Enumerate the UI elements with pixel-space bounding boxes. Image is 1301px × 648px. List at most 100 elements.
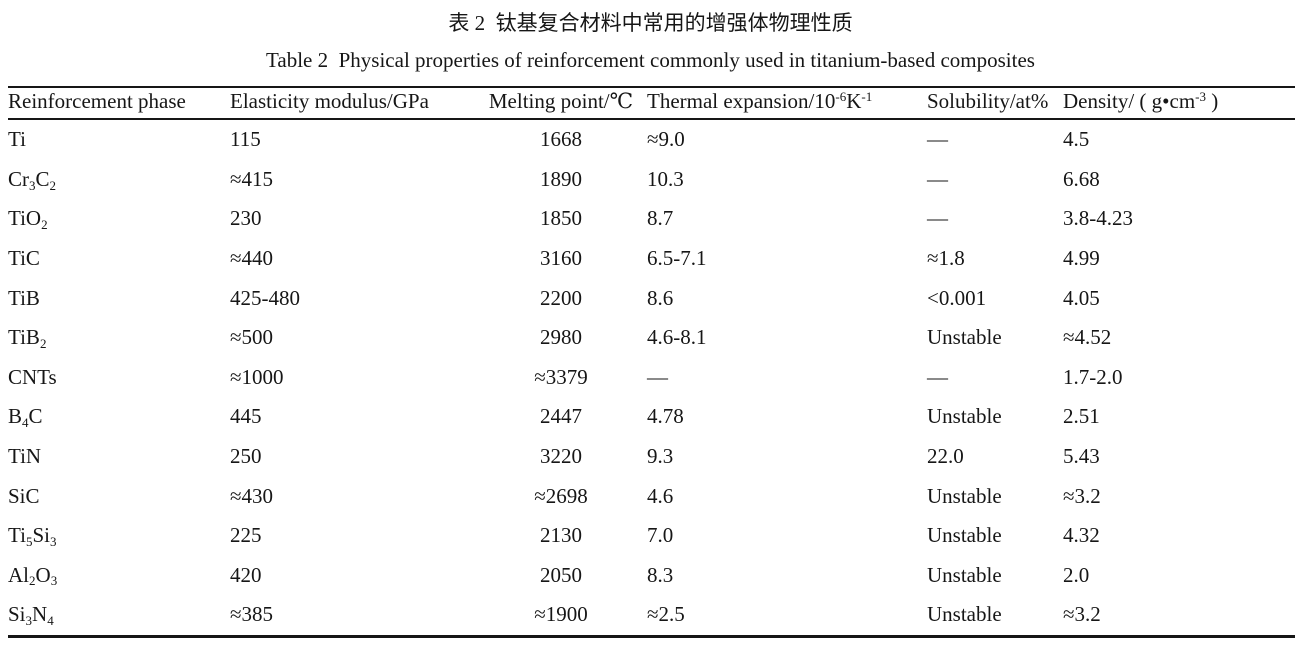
table-cell: ≈9.0: [647, 127, 685, 152]
reinforcement-phase-cell: TiB: [8, 285, 40, 310]
table-cell: —: [927, 364, 948, 389]
table-cell: ≈1000: [230, 364, 284, 389]
table-cell: ≈1900: [534, 602, 588, 627]
table-cell: Unstable: [927, 325, 1002, 350]
table-cell: 4.6: [647, 483, 674, 508]
table-row: SiC ≈430 ≈2698 4.6 Unstable ≈3.2: [8, 476, 1295, 516]
table-cell: 425-480: [230, 285, 300, 310]
table-row: Al2O3 420 2050 8.3 Unstable 2.0: [8, 556, 1295, 596]
table-cell: ≈415: [230, 166, 274, 191]
table-cell: 6.5-7.1: [647, 246, 707, 271]
table-header-row: Reinforcement phase Elasticity modulus/GP…: [8, 87, 1295, 120]
table-cell: ≈2698: [534, 483, 588, 508]
properties-table: Reinforcement phase Elasticity modulus/GP…: [8, 86, 1295, 638]
table-row: Ti5Si3 225 2130 7.0 Unstable 4.32: [8, 516, 1295, 556]
column-header: Reinforcement phase: [8, 87, 230, 120]
reinforcement-phase-cell: TiC: [8, 246, 40, 271]
reinforcement-phase-cell: Cr3C2: [8, 166, 57, 193]
table-cell: ≈1.8: [927, 246, 965, 271]
table-caption-english: Table 2 Physical properties of reinforce…: [266, 48, 1035, 72]
table-cell: ≈430: [230, 483, 274, 508]
column-header: Melting point/℃: [475, 87, 647, 120]
reinforcement-phase-cell: SiC: [8, 483, 40, 508]
table-row: TiB 425-480 2200 8.6 <0.001 4.05: [8, 278, 1295, 318]
table-cell: —: [927, 127, 948, 152]
table-cell: 5.43: [1063, 444, 1100, 469]
table-cell: Unstable: [927, 602, 1002, 627]
reinforcement-phase-cell: TiN: [8, 444, 42, 469]
table-cell: Unstable: [927, 404, 1002, 429]
reinforcement-phase-cell: TiO2: [8, 206, 48, 233]
table-row: CNTs ≈1000 ≈3379 — — 1.7-2.0: [8, 358, 1295, 398]
table-cell: —: [927, 206, 948, 231]
table-cell: 2.0: [1063, 562, 1090, 587]
table-row: TiB2 ≈500 2980 4.6-8.1 Unstable ≈4.52: [8, 318, 1295, 358]
table-row: Cr3C2 ≈415 1890 10.3 — 6.68: [8, 160, 1295, 200]
table-cell: 4.99: [1063, 246, 1100, 271]
table-cell: 3.8-4.23: [1063, 206, 1133, 231]
table-cell: ≈2.5: [647, 602, 685, 627]
table-body: Ti 115 1668 ≈9.0 — 4.5 Cr3C2 ≈415 1890 10.3 — 6.68 T…: [8, 119, 1295, 636]
table-cell: 8.3: [647, 562, 674, 587]
table-cell: —: [647, 364, 668, 389]
table-cell: 6.68: [1063, 166, 1100, 191]
table-row: Ti 115 1668 ≈9.0 — 4.5: [8, 119, 1295, 160]
table-cell: 1890: [540, 166, 582, 191]
table-cell: 2980: [540, 325, 582, 350]
table-row: TiN 250 3220 9.3 22.0 5.43: [8, 437, 1295, 477]
table-cell: 1668: [540, 127, 582, 152]
table-row: TiO2 230 1850 8.7 — 3.8-4.23: [8, 199, 1295, 239]
table-caption-chinese: 表 2 钛基复合材料中常用的增强体物理性质: [448, 11, 853, 35]
table-row: Si3N4 ≈385 ≈1900 ≈2.5 Unstable ≈3.2: [8, 595, 1295, 636]
table-cell: 2447: [540, 404, 582, 429]
table-cell: 2130: [540, 523, 582, 548]
table-cell: 4.78: [647, 404, 684, 429]
column-header: Density/ ( g•cm-3 ): [1063, 87, 1295, 120]
table-cell: ≈440: [230, 246, 274, 271]
table-cell: 115: [230, 127, 261, 152]
table-cell: 420: [230, 562, 262, 587]
table-cell: 2.51: [1063, 404, 1100, 429]
table-cell: 9.3: [647, 444, 674, 469]
table-cell: Unstable: [927, 562, 1002, 587]
table-cell: <0.001: [927, 285, 987, 310]
table-row: TiC ≈440 3160 6.5-7.1 ≈1.8 4.99: [8, 239, 1295, 279]
table-cell: ≈3.2: [1063, 483, 1101, 508]
table-cell: 8.6: [647, 285, 674, 310]
reinforcement-phase-cell: Ti: [8, 127, 26, 152]
table-cell: ≈4.52: [1063, 325, 1112, 350]
column-header: Elasticity modulus/GPa: [230, 87, 475, 120]
table-cell: 4.5: [1063, 127, 1090, 152]
table-cell: 2200: [540, 285, 582, 310]
table-header: Reinforcement phase Elasticity modulus/GP…: [8, 87, 1295, 120]
table-cell: 1.7-2.0: [1063, 364, 1123, 389]
table-cell: ≈3379: [534, 364, 588, 389]
table-cell: ≈385: [230, 602, 274, 627]
table-cell: 8.7: [647, 206, 674, 231]
table-cell: Unstable: [927, 523, 1002, 548]
table-cell: ≈3.2: [1063, 602, 1101, 627]
table-cell: 4.05: [1063, 285, 1100, 310]
reinforcement-phase-cell: B4C: [8, 404, 43, 431]
table-row: B4C 445 2447 4.78 Unstable 2.51: [8, 397, 1295, 437]
reinforcement-phase-cell: Ti5Si3: [8, 523, 57, 549]
reinforcement-phase-cell: Si3N4: [8, 602, 54, 629]
table-cell: 4.6-8.1: [647, 325, 707, 350]
table-cell: 3220: [540, 444, 582, 469]
column-header: Thermal expansion/10-6K-1: [647, 87, 927, 120]
table-cell: —: [927, 166, 948, 191]
table-cell: 445: [230, 404, 262, 429]
table-cell: 10.3: [647, 166, 684, 191]
table-cell: 1850: [540, 206, 582, 231]
table-cell: 4.32: [1063, 523, 1100, 548]
table-cell: Unstable: [927, 483, 1002, 508]
table-cell: 22.0: [927, 444, 964, 469]
table-cell: 3160: [540, 246, 582, 271]
reinforcement-phase-cell: CNTs: [8, 364, 57, 389]
table-cell: 250: [230, 444, 262, 469]
reinforcement-phase-cell: Al2O3: [8, 562, 58, 589]
table-cell: 225: [230, 523, 262, 548]
column-header: Solubility/at%: [927, 87, 1063, 120]
table-cell: 230: [230, 206, 262, 231]
